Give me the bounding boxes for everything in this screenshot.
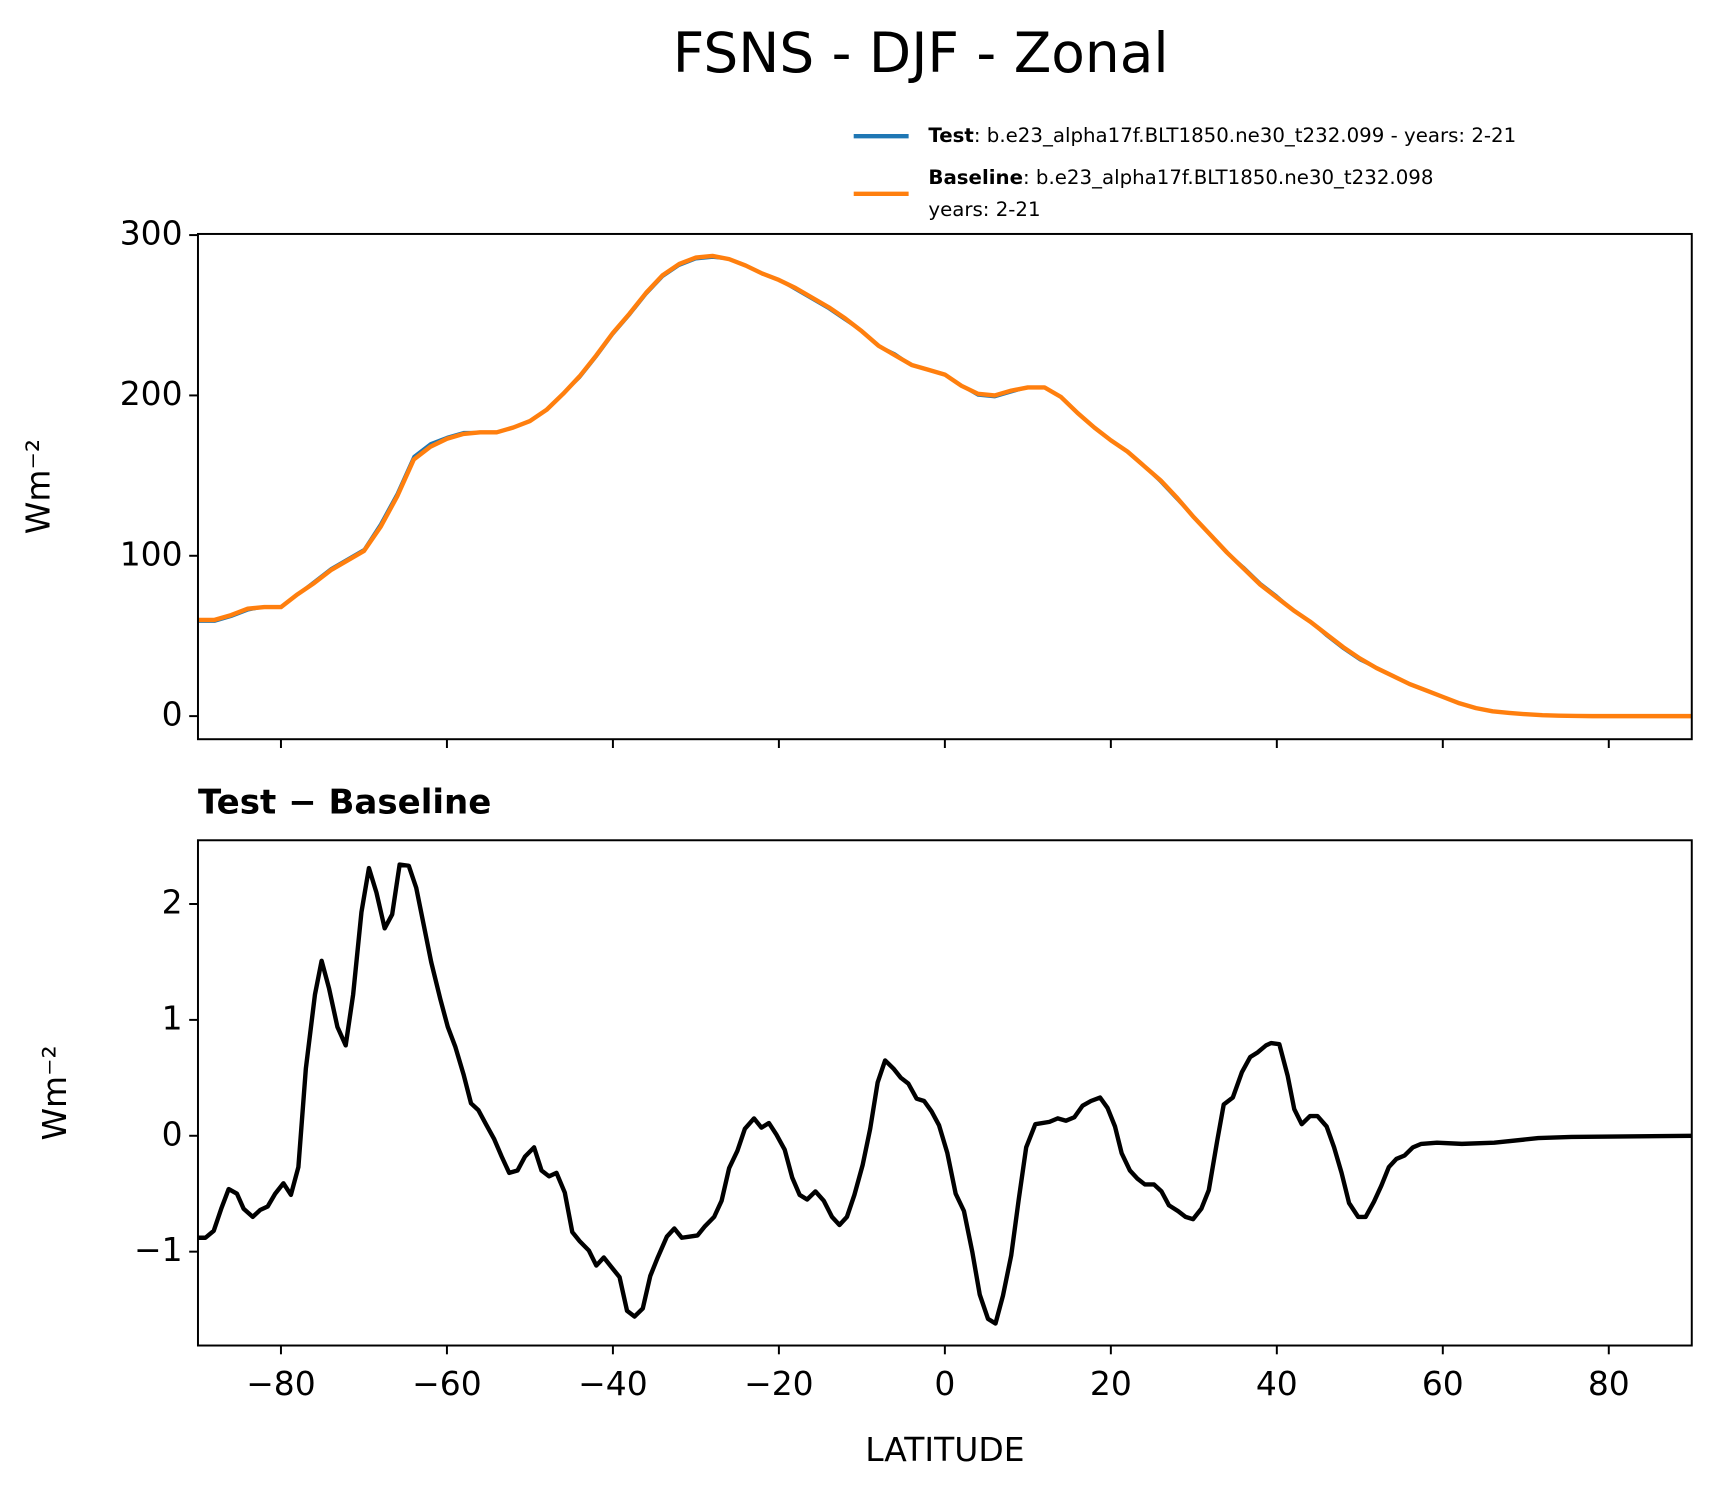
- y-tick-label: 2: [162, 883, 183, 922]
- data-line: [197, 253, 1692, 719]
- y-axis-label: Wm⁻²: [19, 439, 58, 534]
- y-tick-label: 0: [162, 695, 183, 734]
- x-tick-label: 20: [1090, 1364, 1132, 1403]
- y-tick-label: 100: [120, 534, 183, 573]
- x-tick-label: 0: [934, 1364, 955, 1403]
- legend-name: Baseline: [928, 165, 1023, 188]
- x-tick-label: 60: [1422, 1364, 1464, 1403]
- x-axis-label: LATITUDE: [865, 1430, 1024, 1469]
- y-tick-label: 300: [120, 214, 183, 253]
- x-tick-label: 40: [1256, 1364, 1298, 1403]
- data-line: [197, 256, 1692, 718]
- data-line: [197, 862, 1692, 1326]
- axes-title: Test − Baseline: [198, 783, 491, 823]
- legend-label: Test: b.e23_alpha17f.BLT1850.ne30_t232.0…: [928, 124, 1516, 147]
- axes-frame: [196, 839, 1693, 1347]
- figure-title: FSNS - DJF - Zonal: [673, 21, 1169, 85]
- axes-frame: [196, 232, 1693, 741]
- y-tick-label: 1: [162, 998, 183, 1037]
- x-tick-label: 80: [1588, 1364, 1630, 1403]
- y-axis-label: Wm⁻²: [35, 1045, 74, 1140]
- y-tick-label: 200: [120, 374, 183, 413]
- y-tick-label: 0: [162, 1114, 183, 1153]
- legend-description: : b.e23_alpha17f.BLT1850.ne30_t232.099 -…: [974, 124, 1516, 147]
- legend-name: Test: [928, 124, 973, 147]
- x-tick-label: −80: [246, 1364, 316, 1403]
- x-tick-label: −40: [578, 1364, 648, 1403]
- legend-label: Baseline: b.e23_alpha17f.BLT1850.ne30_t2…: [928, 165, 1433, 220]
- legend-description: : b.e23_alpha17f.BLT1850.ne30_t232.098: [1023, 165, 1433, 188]
- x-tick-label: −60: [412, 1364, 482, 1403]
- y-tick-label: −1: [134, 1230, 183, 1269]
- x-tick-label: −20: [744, 1364, 814, 1403]
- legend-description: years: 2-21: [928, 197, 1040, 220]
